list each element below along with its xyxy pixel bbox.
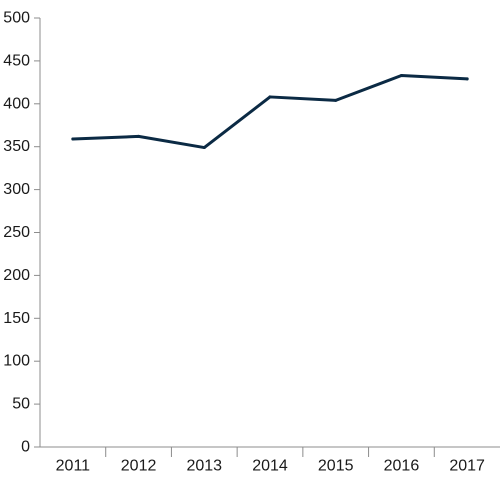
x-axis: 2011 2012 2013 2014 2015 2016 2017 xyxy=(40,446,500,475)
x-tick-label: 2017 xyxy=(449,458,485,475)
x-tick-label: 2015 xyxy=(318,458,354,475)
x-axis-ticks: 2011 2012 2013 2014 2015 2016 2017 xyxy=(56,447,485,475)
y-tick-label: 300 xyxy=(3,181,30,198)
y-tick-label: 350 xyxy=(3,138,30,155)
series-line xyxy=(71,73,469,150)
x-tick-label: 2016 xyxy=(384,458,420,475)
y-tick-label: 450 xyxy=(3,52,30,69)
data-point-2015 xyxy=(334,98,338,102)
data-point-2017 xyxy=(465,77,469,81)
y-tick-label: 400 xyxy=(3,95,30,112)
y-tick-label: 500 xyxy=(3,10,30,27)
y-axis: 0 50 100 150 200 250 300 350 400 450 500 xyxy=(3,10,41,456)
y-tick-label: 200 xyxy=(3,267,30,284)
y-axis-ticks: 0 50 100 150 200 250 300 350 400 450 500 xyxy=(3,10,40,456)
y-tick-label: 100 xyxy=(3,353,30,370)
y-tick-label: 50 xyxy=(12,396,30,413)
x-tick-label: 2012 xyxy=(121,458,157,475)
y-tick-label: 250 xyxy=(3,224,30,241)
series-layer xyxy=(71,73,469,150)
data-point-2013 xyxy=(202,146,206,150)
y-tick-label: 150 xyxy=(3,310,30,327)
x-tick-label: 2014 xyxy=(252,458,288,475)
data-point-2011 xyxy=(71,137,75,141)
x-tick-label: 2011 xyxy=(56,458,91,475)
x-tick-label: 2013 xyxy=(186,458,222,475)
y-tick-label: 0 xyxy=(21,439,30,456)
data-point-2016 xyxy=(399,73,403,77)
data-point-2012 xyxy=(137,134,141,138)
data-point-2014 xyxy=(268,95,272,99)
